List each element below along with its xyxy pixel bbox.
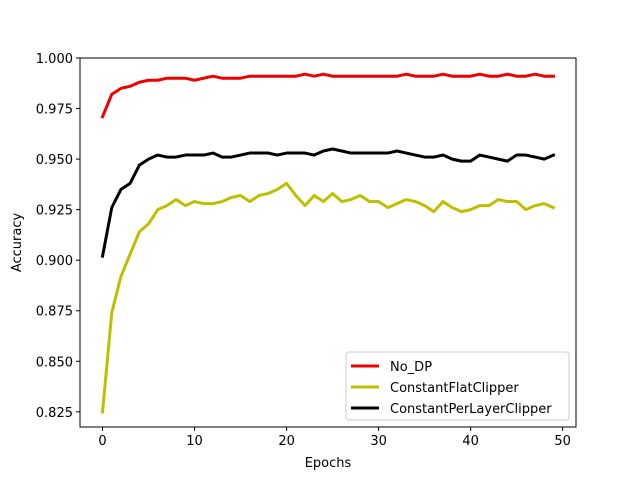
x-axis-ticks: 0 10 20 30 40 50 <box>98 427 571 449</box>
x-tick-label: 30 <box>370 434 387 449</box>
x-tick-label: 40 <box>462 434 479 449</box>
plot-frame <box>79 57 577 428</box>
x-tick-label: 10 <box>186 434 203 449</box>
y-axis-ticks: 0.825 0.850 0.875 0.900 0.925 0.950 0.975 1.000 <box>36 52 80 421</box>
legend: No_DP ConstantFlatClipper ConstantPerLayer… <box>345 351 570 421</box>
y-tick-label: 0.875 <box>36 305 73 320</box>
y-tick-label: 0.950 <box>36 153 73 168</box>
y-axis-label: Accuracy <box>10 213 25 273</box>
legend-label-1: ConstantFlatClipper <box>390 381 519 396</box>
y-tick-label: 0.925 <box>36 204 73 219</box>
legend-label-0: No_DP <box>390 360 432 375</box>
legend-label-2: ConstantPerLayerClipper <box>390 402 552 417</box>
y-tick-label: 1.000 <box>36 52 73 67</box>
x-tick-label: 50 <box>554 434 571 449</box>
x-axis-label: Epochs <box>305 456 352 471</box>
x-tick-label: 20 <box>278 434 295 449</box>
y-tick-label: 0.850 <box>36 355 73 370</box>
y-tick-label: 0.825 <box>36 406 73 421</box>
y-tick-label: 0.975 <box>36 103 73 118</box>
series-line-0 <box>100 72 555 119</box>
series-line-1 <box>100 181 556 414</box>
series-line-2 <box>100 147 556 258</box>
legend-box <box>345 351 570 421</box>
x-tick-label: 0 <box>98 434 106 449</box>
plot-lines <box>100 72 556 414</box>
y-tick-label: 0.900 <box>36 254 73 269</box>
